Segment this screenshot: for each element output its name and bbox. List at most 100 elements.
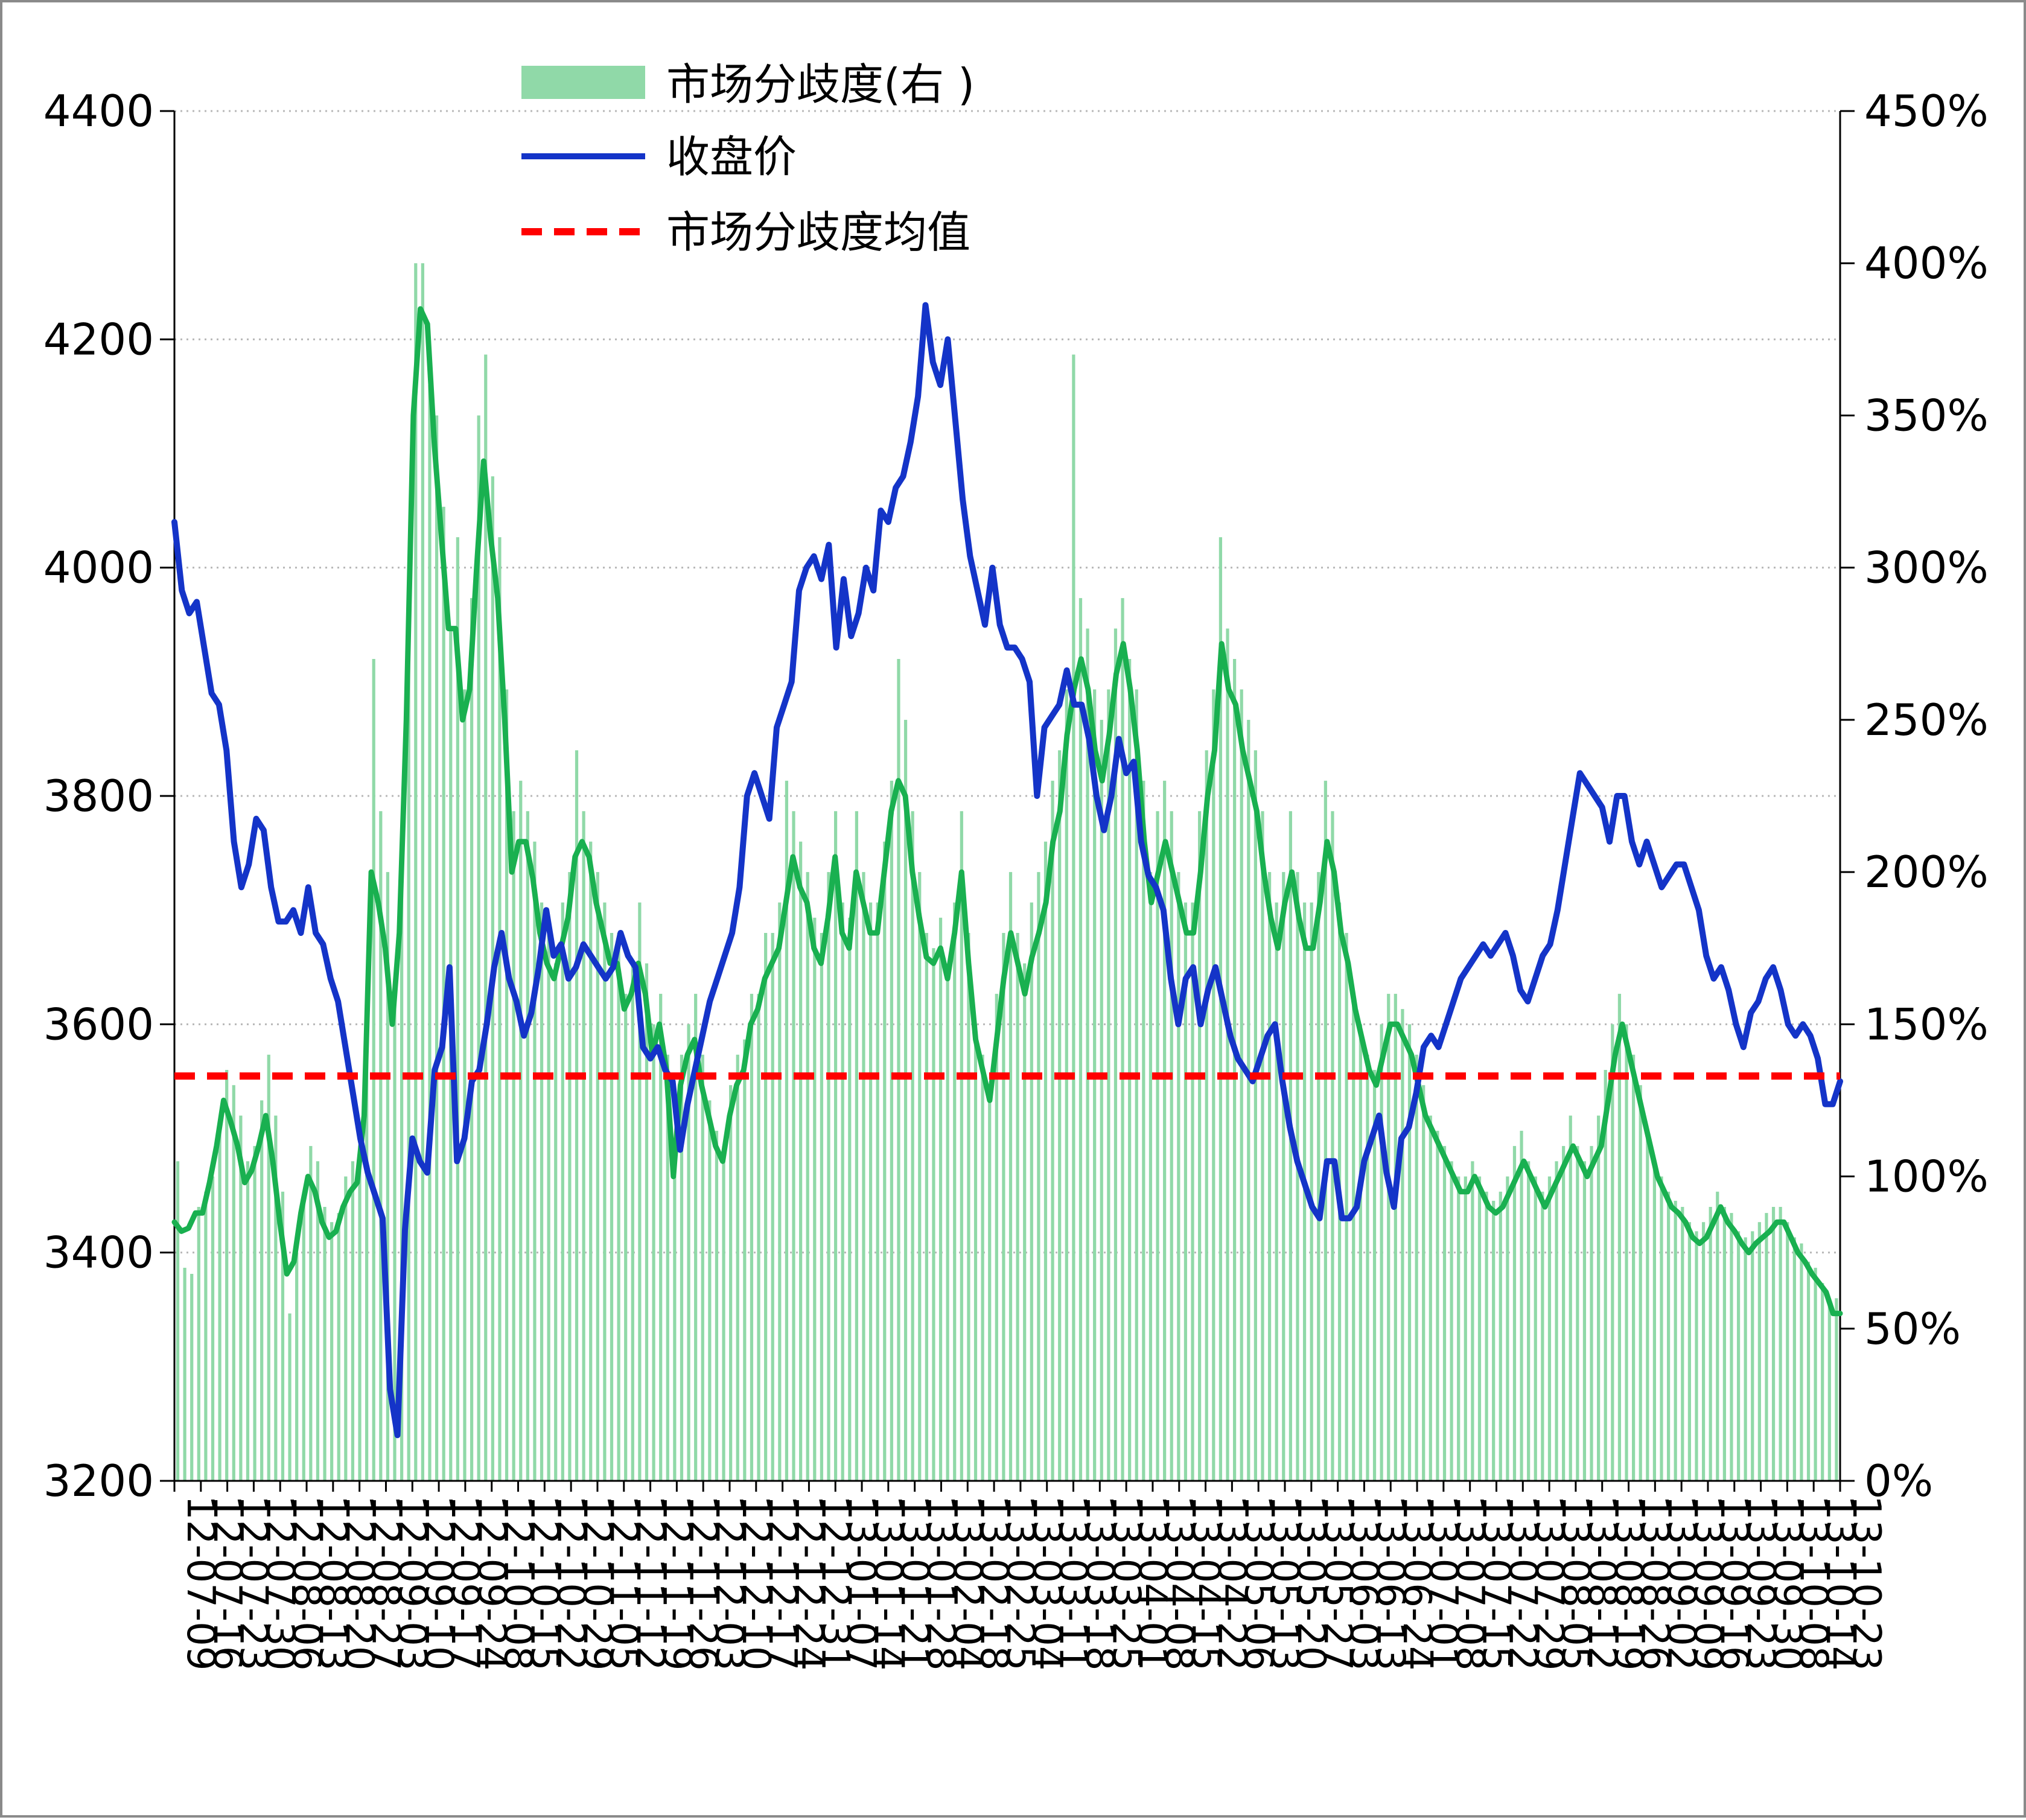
- divergence-bar: [848, 917, 852, 1481]
- divergence-bar: [995, 993, 998, 1481]
- divergence-bar: [281, 1191, 285, 1481]
- left-tick-label: 3200: [43, 1456, 154, 1506]
- x-tick-label: 13-09-23: [1738, 1495, 1783, 1671]
- divergence-bar: [841, 902, 844, 1481]
- right-tick-label: 400%: [1864, 238, 1989, 288]
- divergence-bar: [547, 933, 550, 1481]
- divergence-bar: [1814, 1267, 1817, 1481]
- divergence-bar: [1023, 963, 1027, 1481]
- x-tick-label: 13-10-23: [1844, 1495, 1888, 1671]
- divergence-bar: [1072, 354, 1075, 1481]
- divergence-bar: [1429, 1115, 1432, 1481]
- x-tick-label: 13-02-04: [945, 1495, 989, 1671]
- divergence-bar: [624, 993, 628, 1481]
- divergence-bar: [1492, 1200, 1496, 1481]
- divergence-bar: [582, 811, 585, 1481]
- divergence-bar: [1016, 933, 1019, 1481]
- divergence-bar: [1499, 1191, 1502, 1481]
- x-tick-label: 12-08-06: [284, 1495, 328, 1671]
- divergence-bar: [1771, 1207, 1776, 1481]
- divergence-bar: [1582, 1161, 1587, 1481]
- legend-label: 收盘价: [666, 132, 797, 182]
- divergence-bar: [1121, 598, 1124, 1481]
- divergence-bar: [1078, 598, 1083, 1481]
- divergence-bar: [456, 537, 459, 1481]
- divergence-bar: [1827, 1298, 1831, 1481]
- divergence-bar: [407, 598, 410, 1481]
- divergence-bar: [435, 415, 439, 1481]
- divergence-bar: [1442, 1146, 1447, 1481]
- x-tick-label: 13-02-18: [971, 1495, 1016, 1671]
- divergence-bar: [589, 841, 593, 1481]
- x-tick-label: 12-08-20: [337, 1495, 381, 1671]
- divergence-bar: [967, 933, 970, 1481]
- x-tick-label: 12-10-08: [495, 1495, 540, 1671]
- x-tick-label: 12-07-23: [231, 1495, 276, 1671]
- divergence-bar: [1331, 811, 1334, 1481]
- right-tick-label: 350%: [1864, 390, 1989, 441]
- divergence-bar: [953, 902, 957, 1481]
- divergence-bar: [358, 1146, 362, 1481]
- divergence-bar: [1407, 1024, 1412, 1481]
- divergence-bar: [631, 963, 634, 1481]
- divergence-bar: [260, 1100, 264, 1481]
- x-tick-label: 13-04-08: [1156, 1495, 1201, 1671]
- divergence-bar: [1310, 902, 1313, 1481]
- divergence-bar: [1800, 1243, 1803, 1481]
- divergence-bar: [1380, 1024, 1383, 1481]
- divergence-bar: [708, 1100, 712, 1481]
- divergence-bar: [1744, 1237, 1747, 1481]
- divergence-bar: [1757, 1222, 1761, 1481]
- divergence-bar: [1786, 1222, 1789, 1481]
- x-tick-label: 12-07-16: [205, 1495, 249, 1671]
- x-tick-label: 12-08-13: [310, 1495, 355, 1671]
- x-tick-label: 13-10-14: [1817, 1495, 1862, 1671]
- axis-layer: [160, 110, 1855, 1492]
- x-tick-label: 13-09-16: [1712, 1495, 1756, 1671]
- divergence-bar: [736, 1054, 739, 1481]
- divergence-bar: [1646, 1130, 1649, 1481]
- divergence-bar: [1345, 933, 1348, 1481]
- divergence-bar: [1625, 1024, 1628, 1481]
- divergence-bar: [1100, 719, 1103, 1481]
- divergence-bar: [1218, 537, 1223, 1481]
- right-tick-label: 50%: [1864, 1303, 1961, 1354]
- divergence-bar: [1002, 933, 1005, 1481]
- right-tick-label: 0%: [1864, 1456, 1933, 1506]
- divergence-bar: [981, 1054, 984, 1481]
- x-tick-label: 13-07-15: [1474, 1495, 1518, 1671]
- divergence-bar: [890, 780, 893, 1481]
- divergence-bar: [1394, 993, 1397, 1481]
- divergence-bar: [960, 811, 963, 1481]
- divergence-bar: [1652, 1161, 1657, 1481]
- divergence-bar: [687, 1024, 690, 1481]
- divergence-bar: [1527, 1161, 1531, 1481]
- divergence-bar: [1730, 1213, 1733, 1481]
- divergence-bar: [645, 963, 649, 1481]
- divergence-bar: [1415, 1054, 1418, 1481]
- divergence-bar: [561, 902, 564, 1481]
- divergence-bar: [575, 750, 579, 1481]
- divergence-bar: [1604, 1070, 1607, 1481]
- x-tick-label: 13-03-11: [1051, 1495, 1095, 1671]
- divergence-bar: [1170, 811, 1173, 1481]
- divergence-bar: [1569, 1115, 1572, 1481]
- divergence-bar: [1226, 628, 1229, 1481]
- divergence-bar: [1212, 689, 1215, 1481]
- divergence-bar: [442, 506, 445, 1481]
- left-tick-label: 4400: [43, 86, 154, 136]
- x-tick-label: 13-03-18: [1077, 1495, 1122, 1671]
- x-tick-label: 13-03-04: [1024, 1495, 1069, 1671]
- divergence-bar: [694, 993, 698, 1481]
- x-tick-label: 13-07-08: [1447, 1495, 1492, 1671]
- divergence-bar: [351, 1161, 355, 1481]
- left-tick-label: 3400: [43, 1227, 154, 1278]
- x-tick-label: 13-10-08: [1791, 1495, 1835, 1671]
- divergence-bar: [743, 1039, 747, 1481]
- divergence-bar: [813, 917, 817, 1481]
- divergence-bar: [1275, 902, 1278, 1481]
- divergence-bar: [540, 902, 544, 1481]
- divergence-bar: [1681, 1207, 1684, 1481]
